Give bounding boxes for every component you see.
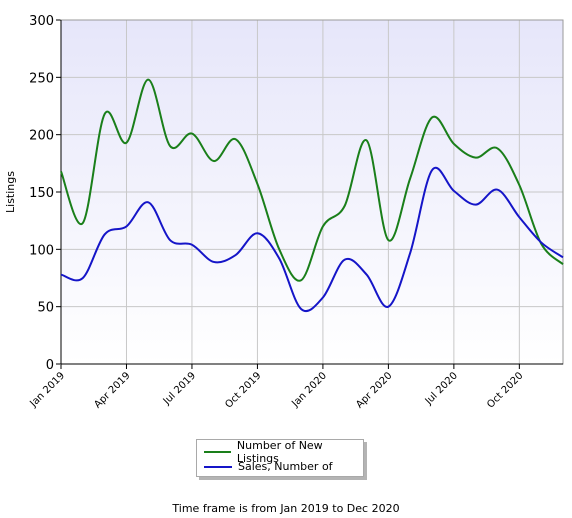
- y-tick-label: 100: [29, 243, 54, 258]
- y-tick-label: 250: [29, 71, 54, 86]
- y-tick-label: 300: [29, 14, 54, 29]
- x-tick-label: Jan 2020: [289, 370, 329, 410]
- legend-label-sales: Sales, Number of: [238, 460, 333, 473]
- timeframe-note: Time frame is from Jan 2019 to Dec 2020: [172, 502, 400, 515]
- y-tick-label: 200: [29, 129, 54, 144]
- legend-item-new-listings: Number of New Listings: [197, 439, 363, 465]
- series-line-sales: [60, 166, 564, 313]
- x-tick-label: Oct 2020: [485, 370, 525, 410]
- x-tick-label: Jan 2019: [27, 370, 67, 410]
- legend-item-sales: Sales, Number of: [197, 459, 363, 474]
- x-tick-label: Oct 2019: [223, 370, 263, 410]
- x-tick-label: Apr 2020: [354, 370, 394, 410]
- y-tick-label: 150: [29, 186, 54, 201]
- y-tick-label: 50: [37, 301, 54, 316]
- legend-label-new-listings: Number of New Listings: [236, 438, 323, 465]
- series-lines: [60, 78, 564, 313]
- legend-swatch-sales: [204, 465, 232, 468]
- series-line-new-listings: [60, 78, 564, 282]
- x-tick-label: Jul 2019: [161, 370, 198, 407]
- y-tick-label: 0: [46, 358, 54, 373]
- legend-swatch-new-listings: [204, 450, 231, 453]
- y-axis-label: Listings: [4, 171, 17, 213]
- chart-legend: Number of New Listings Sales, Number of: [196, 439, 364, 477]
- x-tick-label: Apr 2019: [92, 370, 132, 410]
- x-tick-label: Jul 2020: [423, 370, 460, 407]
